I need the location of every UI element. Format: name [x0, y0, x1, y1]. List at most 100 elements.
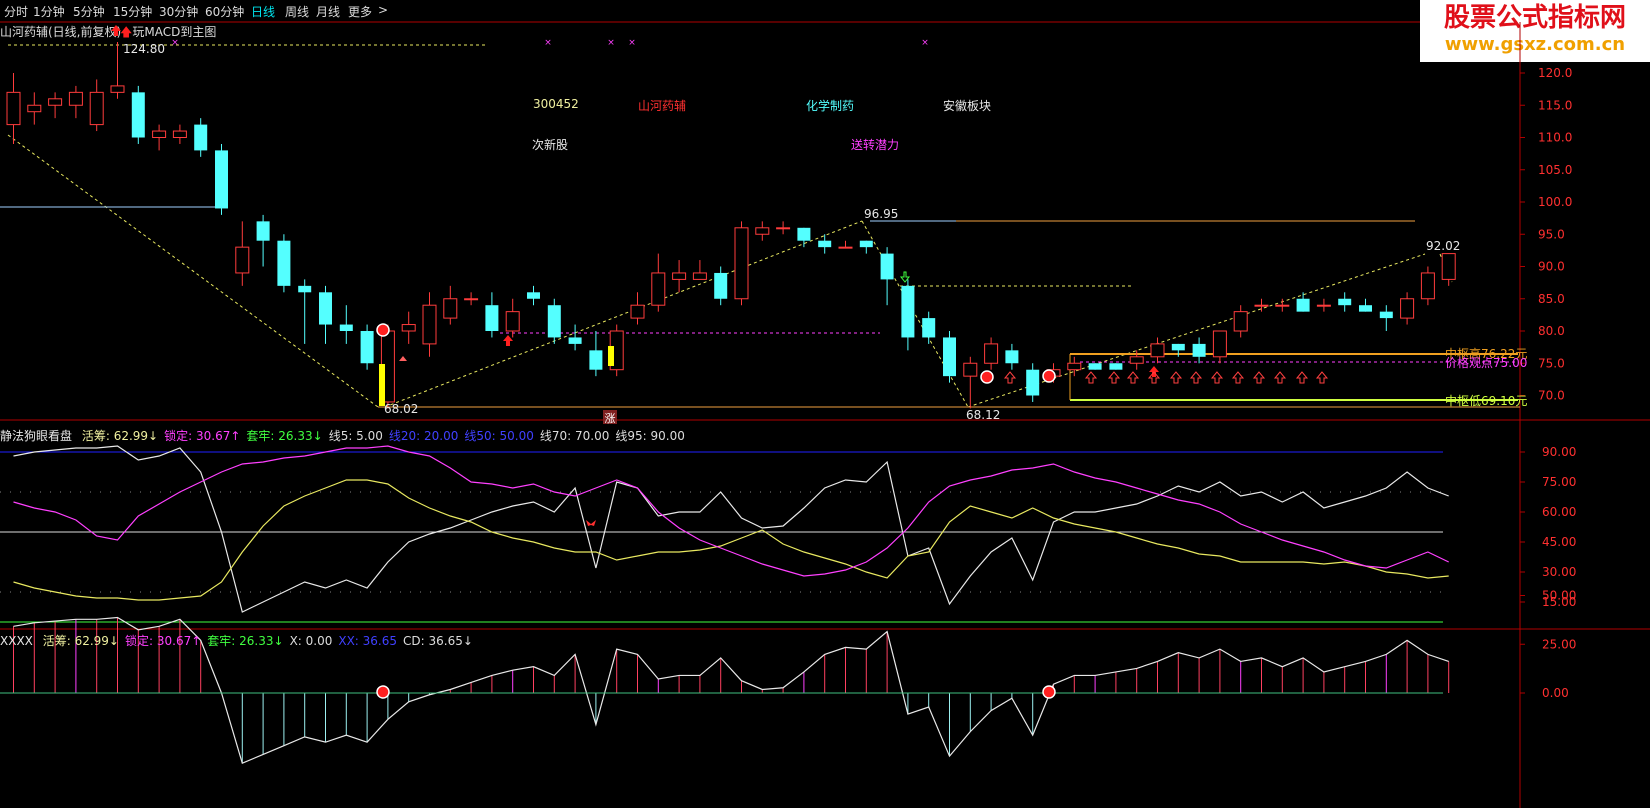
- ind2-red-ball-icon: [1042, 685, 1056, 699]
- candle-up: [68, 91, 83, 106]
- tab-timeframe-3[interactable]: 15分钟: [113, 5, 153, 19]
- candle-down: [527, 292, 540, 299]
- yellow-marker-1: [379, 364, 385, 406]
- candle-up: [984, 343, 999, 364]
- candle-down: [880, 253, 894, 280]
- candle-down: [943, 337, 956, 377]
- indicator2-label-1: 锁定: 30.67↑: [125, 634, 202, 648]
- hollow-up-arrow-icon: [1252, 371, 1266, 384]
- tab-timeframe-10[interactable]: >: [378, 3, 389, 17]
- indicator1-label-1: 锁定: 30.67↑: [164, 429, 241, 443]
- recent-high-label: 92.02: [1426, 239, 1460, 253]
- ind1-y-label: 75.00: [1542, 475, 1576, 489]
- downtrend-line: [7, 134, 379, 408]
- red-up-arrow-icon: [1149, 366, 1159, 377]
- downtrend-line-2: [861, 220, 969, 408]
- candle-up: [422, 304, 437, 345]
- candle-up: [755, 227, 770, 235]
- site-watermark: 股票公式指标网 www.gsxz.com.cn: [1420, 0, 1650, 62]
- magenta-x-marker: ×: [628, 38, 636, 48]
- macd-to-main-button[interactable]: 🡅玩MACD到主图: [120, 23, 216, 44]
- ind1-y-label: 30.00: [1542, 565, 1576, 579]
- low-price-label-1: 68.02: [384, 402, 418, 416]
- tab-timeframe-0[interactable]: 分时: [4, 5, 29, 19]
- tab-timeframe-6[interactable]: 日线: [251, 5, 276, 19]
- up-arrow-icon: 🡅: [120, 25, 133, 39]
- candle-up: [505, 311, 520, 332]
- y-axis-label: 85.0: [1538, 292, 1565, 306]
- candle-down: [277, 240, 291, 286]
- uptrend-line-2: [967, 253, 1426, 408]
- candle-up: [630, 304, 645, 319]
- candle-up: [464, 298, 479, 301]
- low-price-label-2: 68.12: [966, 408, 1000, 422]
- candle-down: [547, 305, 561, 338]
- indicator2-title: XXXX: [0, 634, 33, 648]
- candle-up: [1067, 362, 1082, 371]
- y-axis-label: 70.0: [1538, 389, 1565, 403]
- candle-up: [172, 130, 187, 139]
- candle-up: [89, 91, 104, 126]
- small-triangle-icon: [399, 356, 407, 361]
- hollow-up-arrow-icon: [1147, 371, 1161, 384]
- indicator1-label-4: 线20: 20.00: [388, 429, 459, 443]
- candle-down: [922, 318, 936, 338]
- candle-down: [1109, 363, 1123, 370]
- indicator1-label-0: 活筹: 62.99↓: [81, 429, 159, 443]
- watermark-url: www.gsxz.com.cn: [1444, 34, 1626, 55]
- candle-up: [401, 324, 416, 332]
- hollow-up-arrow-icon: [1169, 371, 1183, 384]
- zhang-badge-bg: [603, 410, 617, 424]
- candle-down: [901, 285, 915, 338]
- candle-down: [1379, 311, 1393, 319]
- tab-timeframe-1[interactable]: 1分钟: [33, 5, 65, 19]
- tab-timeframe-7[interactable]: 周线: [285, 5, 310, 19]
- tab-timeframe-2[interactable]: 5分钟: [73, 5, 105, 19]
- candle-up: [609, 330, 624, 371]
- candle-up: [776, 227, 791, 230]
- candle-down: [1359, 305, 1372, 312]
- y-axis-label: 90.0: [1538, 260, 1565, 274]
- candle-down: [589, 350, 603, 370]
- macd-button-label: 玩MACD到主图: [132, 25, 217, 39]
- timeframe-bar: 分时 1分钟 5分钟 15分钟 30分钟 60分钟 日线 周线 月线 更多 >: [0, 0, 1420, 22]
- indicator1-label-3: 线5: 5.00: [328, 429, 383, 443]
- stock-region: 安徽板块: [943, 99, 992, 113]
- magenta-x-marker: ×: [921, 38, 929, 48]
- indicator2-legend: XXXX 活筹: 62.99↓ 锁定: 30.67↑ 套牢: 26.33↓ X: 0.…: [0, 632, 485, 649]
- indicator1-label-7: 线95: 90.00: [615, 429, 685, 443]
- candle-down: [859, 240, 873, 248]
- indicator2-label-2: 套牢: 26.33↓: [207, 634, 284, 648]
- candle-down: [256, 221, 270, 241]
- candle-down: [1005, 350, 1019, 364]
- ind2-red-ball-icon: [376, 685, 390, 699]
- ind1-yellow-line: [13, 479, 1449, 601]
- hollow-up-arrow-icon: [1107, 371, 1121, 384]
- candle-up: [48, 98, 63, 106]
- candle-up: [1420, 272, 1435, 300]
- stock-industry: 化学制药: [806, 99, 855, 113]
- y-axis-label: 120.0: [1538, 66, 1572, 80]
- ind1-y-label: 90.00: [1542, 445, 1576, 459]
- tab-timeframe-4[interactable]: 30分钟: [159, 5, 199, 19]
- uptrend-line-1: [384, 220, 863, 408]
- y-axis-label: 75.0: [1538, 356, 1565, 370]
- candle-up: [6, 91, 21, 126]
- candle-up: [1233, 311, 1248, 332]
- tab-timeframe-9[interactable]: 更多: [348, 5, 373, 19]
- hollow-up-arrow-icon: [1084, 371, 1098, 384]
- hollow-up-arrow-icon: [1189, 371, 1203, 384]
- peak-price-label: 96.95: [864, 207, 898, 221]
- candle-up: [110, 85, 125, 93]
- zhongshu-high-label: 中枢高76.22元: [1445, 346, 1527, 361]
- indicator2-label-4: XX: 36.65: [338, 634, 398, 648]
- ind2-y-label: 50.00: [1542, 589, 1576, 603]
- ind1-y-label: 15.00: [1542, 595, 1576, 609]
- candle-up: [1400, 298, 1415, 319]
- candle-up: [1129, 356, 1144, 364]
- tab-timeframe-5[interactable]: 60分钟: [205, 5, 245, 19]
- tab-timeframe-8[interactable]: 月线: [316, 5, 341, 19]
- candle-up: [651, 272, 666, 306]
- candle-down: [194, 124, 208, 151]
